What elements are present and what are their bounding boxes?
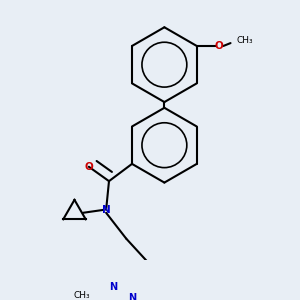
Text: CH₃: CH₃	[74, 291, 90, 300]
Text: O: O	[85, 162, 93, 172]
Text: N: N	[102, 205, 110, 215]
Text: N: N	[128, 292, 136, 300]
Text: O: O	[215, 41, 224, 51]
Text: CH₃: CH₃	[236, 36, 253, 45]
Text: N: N	[109, 282, 117, 292]
